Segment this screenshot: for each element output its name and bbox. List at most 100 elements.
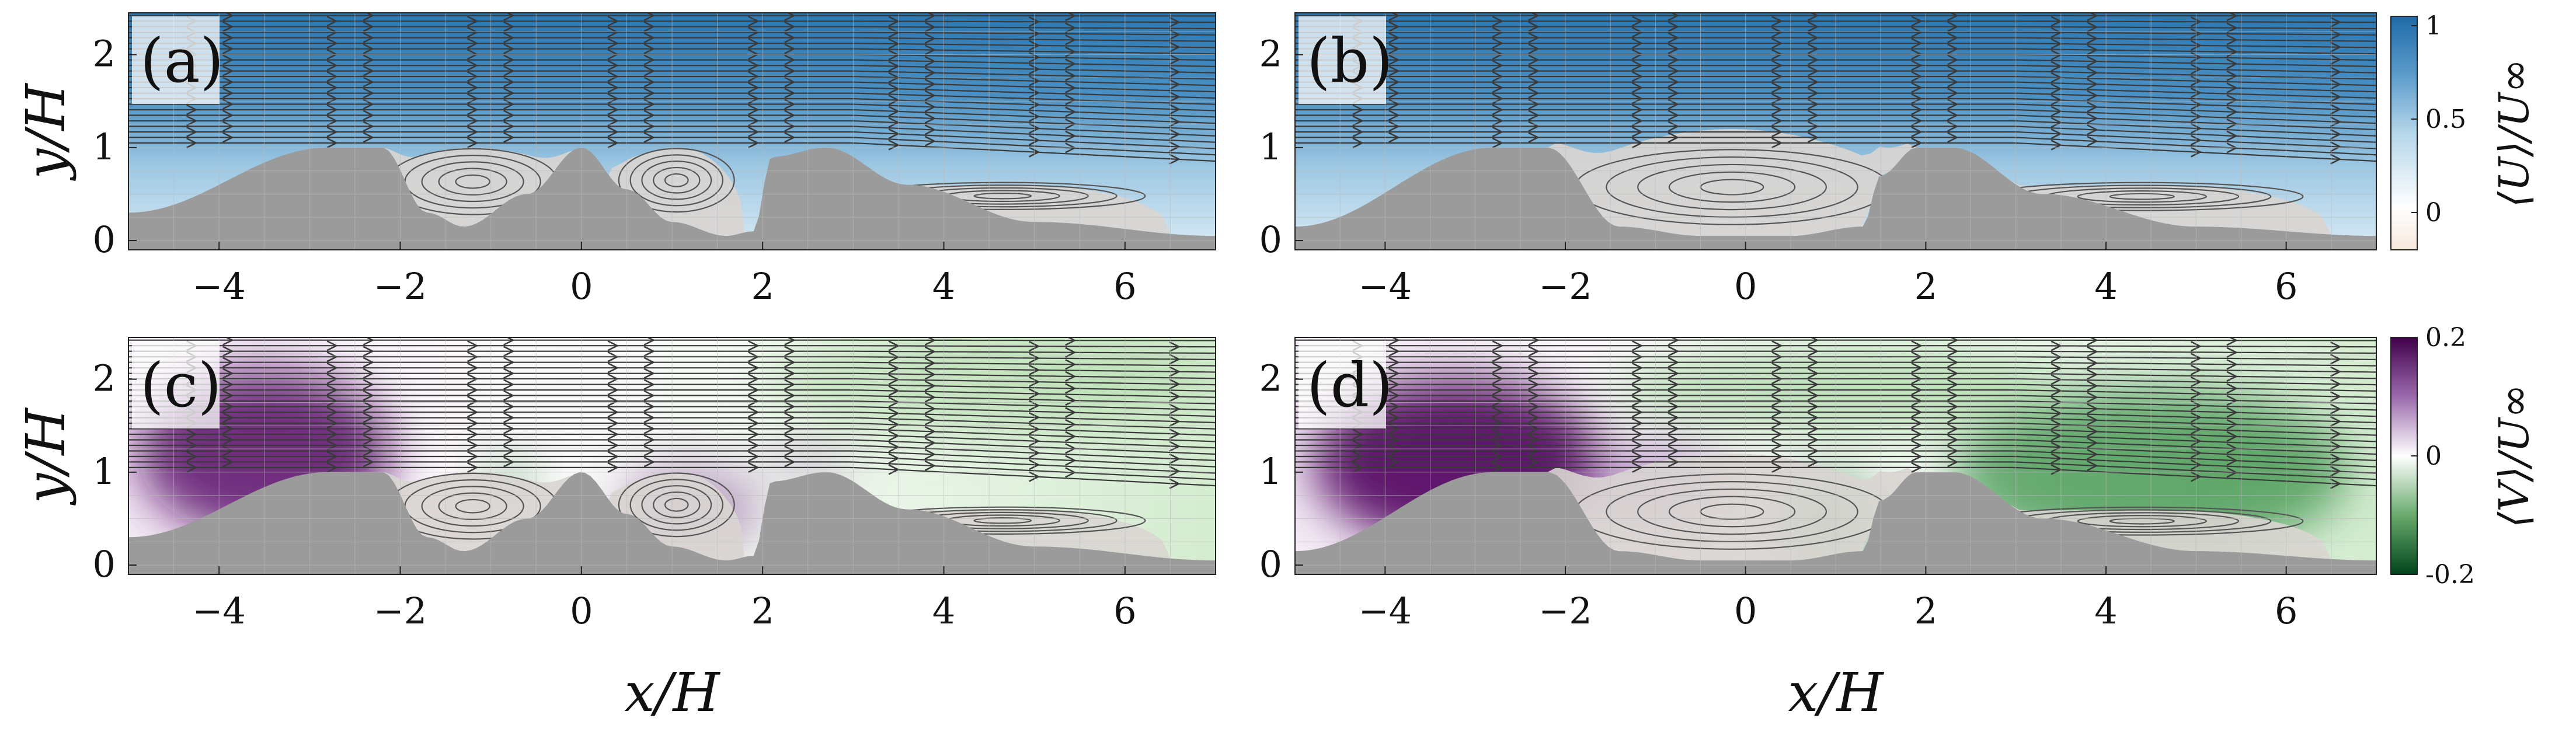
- streamline-arrow: [1029, 123, 1040, 134]
- streamline-arrow: [2087, 67, 2098, 78]
- streamline-arrow: [2051, 50, 2063, 61]
- streamline-arrow: [326, 351, 339, 362]
- streamline-arrow: [1631, 93, 1644, 104]
- streamline-arrow: [1528, 13, 1540, 21]
- streamline-arrow: [1169, 428, 1181, 440]
- x-axis-label: x/H: [1788, 661, 1884, 724]
- streamline-arrow: [1388, 434, 1400, 445]
- streamline-arrow: [888, 128, 900, 140]
- streamline-arrow: [1065, 13, 1077, 22]
- streamline-arrow: [924, 102, 937, 113]
- streamline-arrow: [924, 337, 937, 346]
- streamline-arrow: [2190, 99, 2202, 110]
- streamline-arrow: [924, 33, 937, 44]
- streamline-arrow: [363, 88, 375, 99]
- streamline-arrow: [2190, 40, 2202, 51]
- streamline-arrow: [1947, 13, 1959, 21]
- streamline-arrow: [607, 340, 619, 351]
- streamline-arrow: [2087, 33, 2098, 44]
- streamline-arrow: [1807, 434, 1819, 445]
- streamline-arrow: [1065, 371, 1077, 382]
- x-tick-label: 2: [751, 590, 774, 632]
- streamline-arrow: [503, 121, 515, 132]
- colorbar-tick-label: 0: [2425, 441, 2442, 471]
- streamline-arrow: [607, 16, 619, 27]
- streamline-arrow: [1169, 441, 1181, 452]
- streamline-arrow: [924, 357, 937, 369]
- streamline-arrow: [1352, 462, 1364, 473]
- streamline-arrow: [643, 412, 656, 423]
- streamline-arrow: [222, 434, 234, 445]
- streamline-arrow: [1771, 115, 1783, 127]
- streamline-arrow: [2190, 123, 2202, 134]
- recirculation-zone: [835, 148, 1171, 234]
- y-tick-label: 1: [1259, 126, 1282, 168]
- streamline-arrow: [1388, 445, 1400, 456]
- streamline-arrow: [1169, 128, 1181, 140]
- streamline-arrow: [1169, 79, 1181, 90]
- streamline-arrow: [1807, 379, 1819, 390]
- streamline-arrow: [1029, 51, 1040, 63]
- colorbar-tick-label: 0.2: [2425, 323, 2466, 353]
- streamline-arrow: [222, 337, 234, 346]
- streamline-arrow: [1029, 99, 1040, 110]
- streamline-arrow: [2330, 428, 2342, 440]
- streamline-arrow: [748, 60, 760, 71]
- streamline-arrow: [784, 54, 796, 65]
- streamline-arrow: [1911, 82, 1923, 93]
- x-tick-label: −2: [374, 590, 427, 632]
- streamline-arrow: [748, 428, 760, 440]
- streamline-arrow: [1947, 32, 1959, 43]
- streamline-arrow: [607, 60, 619, 71]
- streamline-arrow: [2087, 346, 2098, 357]
- streamline-arrow: [363, 346, 375, 357]
- streamline-arrow: [1528, 88, 1540, 99]
- streamline-arrow: [784, 445, 796, 456]
- streamline-arrow: [607, 395, 619, 407]
- streamline-arrow: [1029, 28, 1040, 39]
- streamline-arrow: [1947, 401, 1959, 412]
- streamline-arrow: [1388, 54, 1400, 65]
- streamline-arrow: [467, 104, 479, 116]
- streamline-arrow: [1169, 67, 1181, 78]
- streamline-arrow: [186, 115, 198, 127]
- x-tick-label: 0: [570, 590, 593, 632]
- streamline-arrow: [2087, 403, 2098, 414]
- streamline-arrow: [924, 55, 937, 67]
- streamline-arrow: [643, 346, 656, 357]
- streamline-arrow: [924, 414, 937, 426]
- streamline-arrow: [1771, 126, 1783, 138]
- streamline-arrow: [1388, 412, 1400, 423]
- streamline-arrow: [1668, 43, 1680, 54]
- streamline-arrow: [363, 401, 375, 412]
- streamline-arrow: [503, 346, 515, 357]
- streamline-arrow: [1492, 340, 1504, 351]
- streamline-arrow: [2226, 395, 2238, 406]
- streamline-arrow: [222, 76, 234, 88]
- streamline-arrow: [1528, 390, 1540, 401]
- streamline-arrow: [607, 27, 619, 38]
- streamline-arrow: [2226, 94, 2238, 106]
- streamline-arrow: [1528, 54, 1540, 65]
- streamline-arrow: [1169, 366, 1181, 377]
- streamline-arrow: [1668, 434, 1680, 445]
- streamline-arrow: [1668, 412, 1680, 423]
- vortex-loop: [653, 166, 701, 194]
- streamline-arrow: [1388, 337, 1400, 346]
- streamline-arrow: [2190, 64, 2202, 75]
- streamline-arrow: [748, 340, 760, 351]
- streamline-arrow: [643, 456, 656, 468]
- streamline-arrow: [888, 362, 900, 374]
- streamline-arrow: [326, 395, 339, 407]
- streamline-arrow: [2226, 82, 2238, 93]
- x-tick-label: 0: [570, 265, 593, 308]
- y-tick-label: 0: [1259, 218, 1282, 261]
- streamline-arrow: [1807, 390, 1819, 401]
- streamline-arrow: [888, 430, 900, 441]
- streamline-arrow: [363, 456, 375, 468]
- streamline-arrow: [748, 440, 760, 451]
- streamline-arrow: [2330, 104, 2342, 115]
- y-axis-label: y/H: [15, 407, 77, 506]
- streamline-arrow: [2226, 130, 2238, 141]
- streamline-arrow: [1352, 137, 1364, 149]
